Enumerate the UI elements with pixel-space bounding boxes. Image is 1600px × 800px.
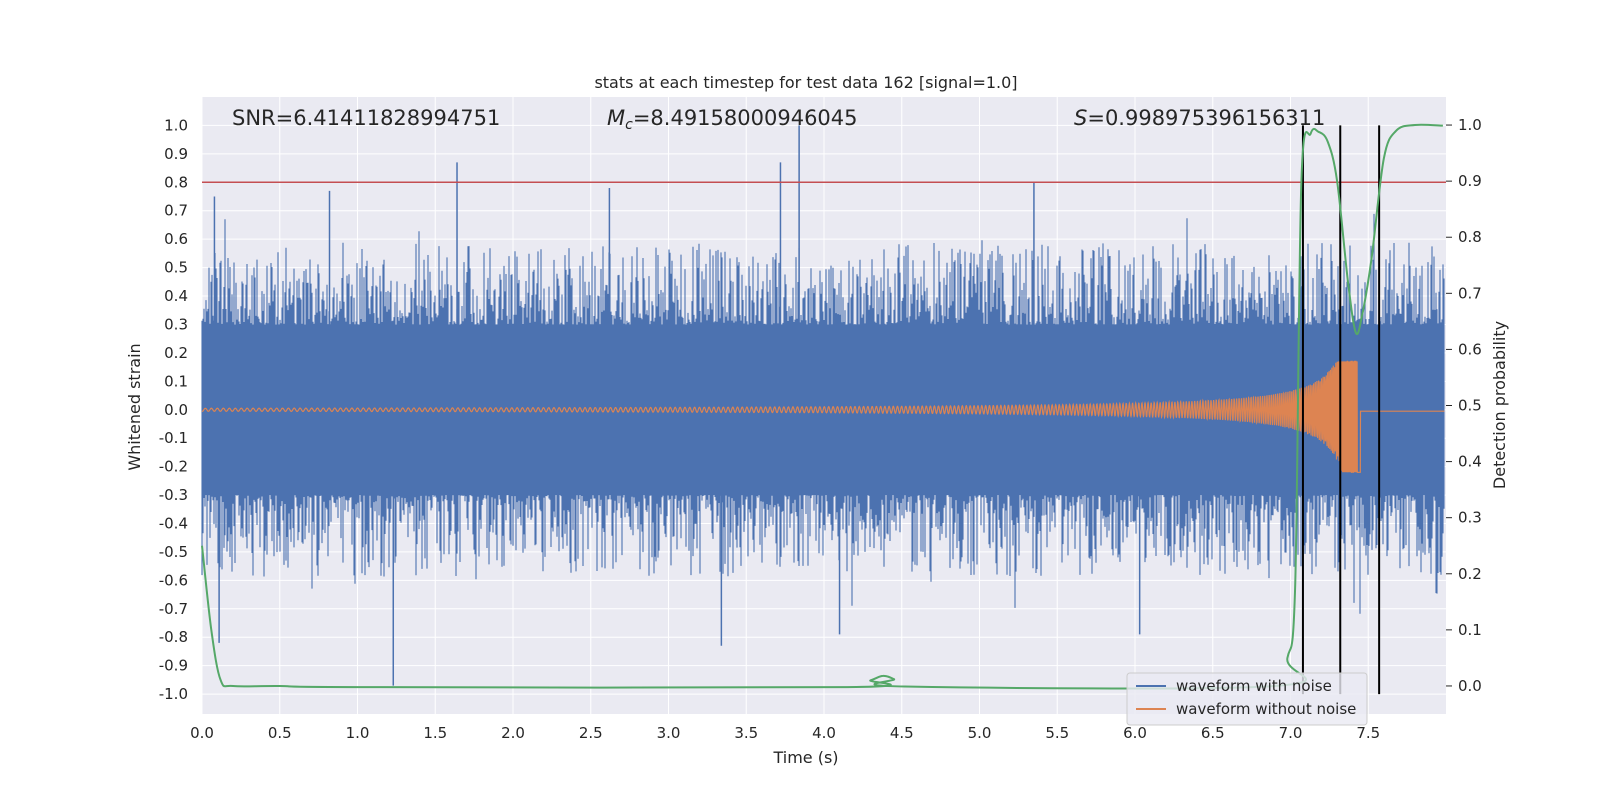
- y-right-tick-label: 0.7: [1458, 284, 1482, 302]
- y-left-tick-label: -0.3: [159, 486, 188, 504]
- y-right-tick-label: 0.4: [1458, 453, 1482, 471]
- y-left-tick-label: 0.8: [164, 173, 188, 191]
- y-right-tick-label: 1.0: [1458, 116, 1482, 134]
- y-left-tick-label: 0.2: [164, 344, 188, 362]
- y-axis-left-label: Whitened strain: [125, 343, 144, 470]
- x-tick-label: 3.0: [657, 724, 681, 742]
- x-tick-label: 5.0: [968, 724, 992, 742]
- y-left-tick-label: 0.1: [164, 372, 188, 390]
- y-left-tick-label: 0.9: [164, 145, 188, 163]
- x-tick-label: 0.5: [268, 724, 292, 742]
- y-left-tick-label: -0.5: [159, 543, 188, 561]
- chirp-mass-symbol: M: [607, 106, 625, 130]
- y-right-tick-label: 0.9: [1458, 172, 1482, 190]
- chirp-mass-value: =8.49158000946045: [633, 106, 858, 130]
- snr-annotation: SNR=6.41411828994751: [232, 106, 500, 130]
- y-right-tick-label: 0.6: [1458, 340, 1482, 358]
- y-right-tick-label: 0.5: [1458, 397, 1482, 415]
- y-left-tick-label: 0.3: [164, 315, 188, 333]
- x-tick-label: 1.0: [346, 724, 370, 742]
- x-tick-label: 1.5: [423, 724, 447, 742]
- chirp-mass-annotation: Mc=8.49158000946045: [607, 106, 858, 133]
- x-tick-label: 6.5: [1201, 724, 1225, 742]
- legend-label-noise: waveform with noise: [1176, 677, 1332, 695]
- y-left-tick-label: -0.8: [159, 628, 188, 646]
- y-axis-right-label: Detection probability: [1490, 321, 1509, 489]
- x-tick-label: 4.5: [890, 724, 914, 742]
- y-axis-left: 1.0 0.9 0.8 0.7 0.6 0.5 0.4 0.3 0.2 0.1 0.0 -0.1 -0.…: [159, 116, 188, 703]
- x-tick-label: 2.0: [501, 724, 525, 742]
- x-axis-label: Time (s): [772, 748, 838, 767]
- y-right-tick-label: 0.3: [1458, 509, 1482, 527]
- y-left-tick-label: -0.1: [159, 429, 188, 447]
- y-right-tick-label: 0.2: [1458, 565, 1482, 583]
- legend-box: [1126, 672, 1368, 726]
- x-tick-label: 3.5: [734, 724, 758, 742]
- y-axis-right: 1.0 0.9 0.8 0.7 0.6 0.5 0.4 0.3 0.2 0.1 0.0: [1446, 116, 1482, 695]
- y-left-tick-label: -1.0: [159, 685, 188, 703]
- detection-score-symbol: S: [1074, 106, 1087, 130]
- y-right-tick-label: 0.0: [1458, 677, 1482, 695]
- detection-score-annotation: S=0.998975396156311: [1074, 106, 1325, 130]
- legend: waveform with noise waveform without noi…: [1126, 672, 1368, 726]
- x-tick-label: 4.0: [812, 724, 836, 742]
- y-right-tick-label: 0.8: [1458, 228, 1482, 246]
- y-left-tick-label: 0.6: [164, 230, 188, 248]
- y-left-tick-label: 0.4: [164, 287, 188, 305]
- clean-waveform-series: [201, 360, 1445, 473]
- detection-score-value: =0.998975396156311: [1087, 106, 1325, 130]
- y-left-tick-label: 0.5: [164, 259, 188, 277]
- x-tick-label: 7.5: [1356, 724, 1380, 742]
- y-left-tick-label: -0.2: [159, 458, 188, 476]
- y-left-tick-label: -0.7: [159, 600, 188, 618]
- y-left-tick-label: -0.4: [159, 514, 188, 532]
- reference-lines: [202, 125, 1446, 695]
- clean-waveform-line: [201, 360, 1445, 473]
- detection-probability-series: [201, 123, 1443, 690]
- x-axis: 0.0 0.5 1.0 1.5 2.0 2.5 3.0 3.5 4.0 4.5 5.0 5.5 6.0 6…: [190, 724, 1380, 742]
- y-left-tick-label: -0.6: [159, 571, 188, 589]
- y-left-tick-label: -0.9: [159, 657, 188, 675]
- x-tick-label: 0.0: [190, 724, 214, 742]
- detection-probability-line: [201, 123, 1443, 690]
- legend-label-clean: waveform without noise: [1176, 700, 1356, 718]
- x-tick-label: 6.0: [1123, 724, 1147, 742]
- chart-title: stats at each timestep for test data 162…: [594, 73, 1017, 92]
- x-tick-label: 2.5: [579, 724, 603, 742]
- chirp-mass-subscript: c: [625, 117, 633, 133]
- y-left-tick-label: 1.0: [164, 116, 188, 134]
- x-tick-label: 5.5: [1045, 724, 1069, 742]
- y-left-tick-label: 0.7: [164, 202, 188, 220]
- y-left-tick-label: 0.0: [164, 401, 188, 419]
- y-right-tick-label: 0.1: [1458, 621, 1482, 639]
- x-tick-label: 7.0: [1279, 724, 1303, 742]
